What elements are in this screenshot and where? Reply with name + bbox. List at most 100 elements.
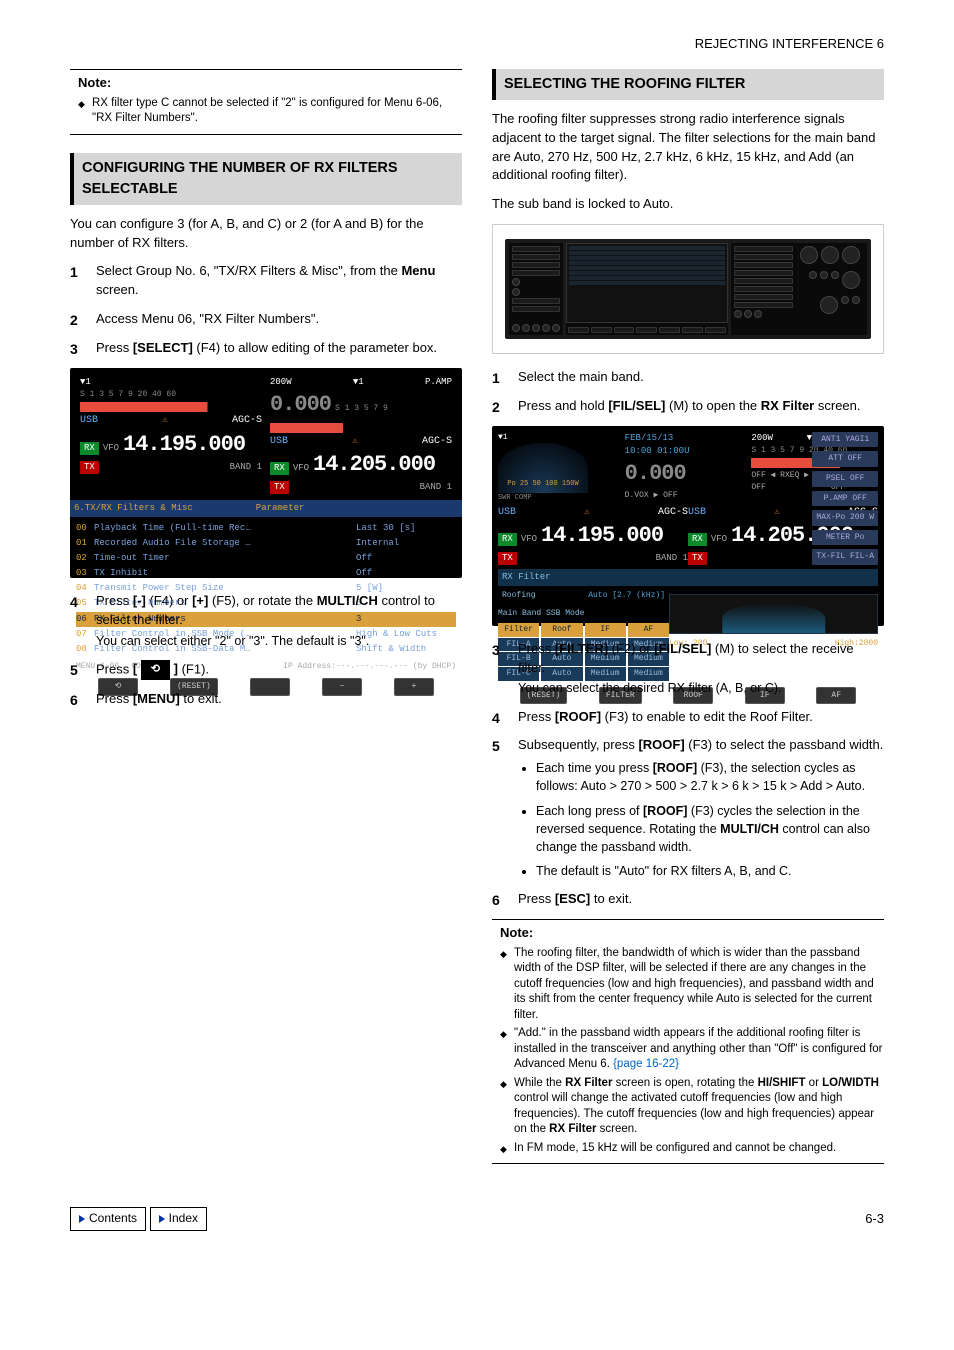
note-label: Note: — [78, 74, 462, 93]
menu-screenshot: ▼1 S 1 3 5 7 9 20 40 60 USB ⚠ AGC-S RX V… — [70, 368, 462, 578]
side-tag: MAX-Po 200 W — [812, 510, 878, 526]
right-column: SELECTING THE ROOFING FILTER The roofing… — [492, 69, 884, 1183]
note-item: While the RX Filter screen is open, rota… — [500, 1076, 884, 1138]
menu-row: 01Recorded Audio File Storage …Internal — [76, 536, 456, 551]
step-text: Press [FILTER] (F2) or [FIL/SEL] (M) to … — [518, 640, 884, 678]
step-number: 1 — [492, 368, 500, 388]
step-number: 1 — [70, 262, 78, 282]
nav-buttons: Contents Index — [70, 1207, 207, 1230]
step-item: 5 Subsequently, press [ROOF] (F3) to sele… — [492, 736, 884, 880]
step-text: Select the main band. — [518, 368, 884, 387]
step-item: 2 Access Menu 06, "RX Filter Numbers". — [70, 310, 462, 329]
tx-badge: TX — [80, 461, 99, 474]
table-header-cell: AF — [628, 623, 669, 637]
s-meter — [80, 402, 262, 412]
menu-row: 00Playback Time (Full-time Rec…Last 30 [… — [76, 521, 456, 536]
step-number: 5 — [492, 736, 500, 756]
antenna-icon: ▼1 — [80, 376, 91, 389]
step-number: 4 — [492, 708, 500, 728]
table-header-cell: Filter — [498, 623, 539, 637]
note-list-2: The roofing filter, the bandwidth of whi… — [500, 946, 884, 1157]
table-header-cell: IF — [585, 623, 626, 637]
step-number: 5 — [70, 660, 78, 680]
side-tag: TX-FIL FIL-A — [812, 549, 878, 565]
step-item: 6 Press [ESC] to exit. — [492, 890, 884, 909]
step-item: 4 Press [ROOF] (F3) to enable to edit the… — [492, 708, 884, 727]
step-text: Press [MENU] to exit. — [96, 690, 462, 709]
step-number: 2 — [492, 397, 500, 417]
agc-label: AGC-S — [232, 414, 262, 429]
play-icon — [159, 1215, 165, 1223]
vfo-a-freq: 14.195.000 — [123, 429, 245, 461]
note-label-2: Note: — [500, 924, 884, 943]
step-item: 3 Press [SELECT] (F4) to allow editing of… — [70, 339, 462, 358]
filter-graph — [669, 594, 878, 634]
step-number: 4 — [70, 592, 78, 612]
steps-roofing-1: 1 Select the main band. 2Press and hold [F… — [492, 368, 884, 416]
bullet-item: Each long press of [ROOF] (F3) cycles th… — [536, 802, 884, 856]
contents-button[interactable]: Contents — [70, 1207, 146, 1230]
intro-para-1: You can configure 3 (for A, B, and C) or… — [70, 215, 462, 253]
vfo-label: VFO — [103, 442, 119, 455]
menu-header-bar: 6.TX/RX Filters & Misc Parameter — [70, 500, 462, 517]
step-text: Access Menu 06, "RX Filter Numbers". — [96, 310, 462, 329]
steps-configure-1: 1 Select Group No. 6, "TX/RX Filters & Mi… — [70, 262, 462, 357]
steps-roofing-2: 3 Press [FILTER] (F2) or [FIL/SEL] (M) to… — [492, 640, 884, 909]
side-tag: P.AMP OFF — [812, 491, 878, 507]
step-text: Press [ ] (F1). — [96, 660, 462, 680]
side-tag: METER Po — [812, 530, 878, 546]
vfo-b-freq: 14.205.000 — [313, 449, 435, 481]
step-subtext: You can select the desired RX filter (A,… — [518, 679, 884, 697]
left-column: Note: RX filter type C cannot be selecte… — [70, 69, 462, 1183]
note-block-1: Note: RX filter type C cannot be selecte… — [70, 69, 462, 135]
step-text: Press [ESC] to exit. — [518, 890, 884, 909]
step-subtext: You can select either "2" or "3". The de… — [96, 632, 462, 650]
step-item: 6 Press [MENU] to exit. — [70, 690, 462, 709]
index-button[interactable]: Index — [150, 1207, 207, 1230]
step-item: 4 Press [-] (F4) or [+] (F5), or rotate t… — [70, 592, 462, 650]
radio-illustration — [492, 224, 884, 354]
menu-row: 03TX InhibitOff — [76, 566, 456, 581]
rx-badge: RX — [80, 442, 99, 455]
step-item: 1 Select the main band. — [492, 368, 884, 387]
table-header-cell: Roof — [541, 623, 582, 637]
play-icon — [79, 1215, 85, 1223]
step-bullets: Each time you press [ROOF] (F3), the sel… — [518, 759, 884, 880]
side-tag: ANT1 YAGI1 — [812, 432, 878, 448]
step-text: Subsequently, press [ROOF] (F3) to selec… — [518, 736, 884, 755]
step-number: 2 — [70, 310, 78, 330]
note-block-2: Note: The roofing filter, the bandwidth … — [492, 919, 884, 1165]
step-text: Press [SELECT] (F4) to allow editing of … — [96, 339, 462, 358]
note-item: "Add." in the passband width appears if … — [500, 1026, 884, 1073]
page-footer: Contents Index 6-3 — [70, 1207, 884, 1230]
intro-para-2b: The sub band is locked to Auto. — [492, 195, 884, 214]
menu-row: 02Time-out TimerOff — [76, 551, 456, 566]
content-columns: Note: RX filter type C cannot be selecte… — [70, 69, 884, 1183]
note-item: In FM mode, 15 kHz will be configured an… — [500, 1141, 884, 1157]
step-number: 6 — [492, 890, 500, 910]
sub-freq: 0.000 — [270, 389, 331, 421]
note-list-1: RX filter type C cannot be selected if "… — [78, 96, 462, 127]
step-number: 3 — [70, 339, 78, 359]
rx-filter-screenshot: ANT1 YAGI1 ATT OFF PSEL OFF P.AMP OFF MAX-Po… — [492, 426, 884, 626]
bullet-item: Each time you press [ROOF] (F3), the sel… — [536, 759, 884, 795]
note-item: RX filter type C cannot be selected if "… — [78, 96, 462, 127]
mode-usb: USB — [80, 414, 98, 429]
side-tag: ATT OFF — [812, 451, 878, 467]
side-tags: ANT1 YAGI1 ATT OFF PSEL OFF P.AMP OFF MAX-Po… — [812, 432, 878, 565]
step-number: 3 — [492, 640, 500, 660]
step-item: 3 Press [FILTER] (F2) or [FIL/SEL] (M) to… — [492, 640, 884, 698]
section-heading-configure: CONFIGURING THE NUMBER OF RX FILTERS SEL… — [70, 153, 462, 205]
step-item: 1 Select Group No. 6, "TX/RX Filters & Mi… — [70, 262, 462, 300]
step-text: Press [-] (F4) or [+] (F5), or rotate th… — [96, 592, 462, 630]
note-item: The roofing filter, the bandwidth of whi… — [500, 946, 884, 1024]
page-header: REJECTING INTERFERENCE 6 — [70, 35, 884, 54]
step-text: Press [ROOF] (F3) to enable to edit the … — [518, 708, 884, 727]
step-text: Select Group No. 6, "TX/RX Filters & Mis… — [96, 262, 462, 300]
step-number: 6 — [70, 690, 78, 710]
bullet-item: The default is "Auto" for RX filters A, … — [536, 862, 884, 880]
step-item: 2Press and hold [FIL/SEL] (M) to open th… — [492, 397, 884, 416]
page-number: 6-3 — [865, 1210, 884, 1229]
side-tag: PSEL OFF — [812, 471, 878, 487]
intro-para-2a: The roofing filter suppresses strong rad… — [492, 110, 884, 185]
